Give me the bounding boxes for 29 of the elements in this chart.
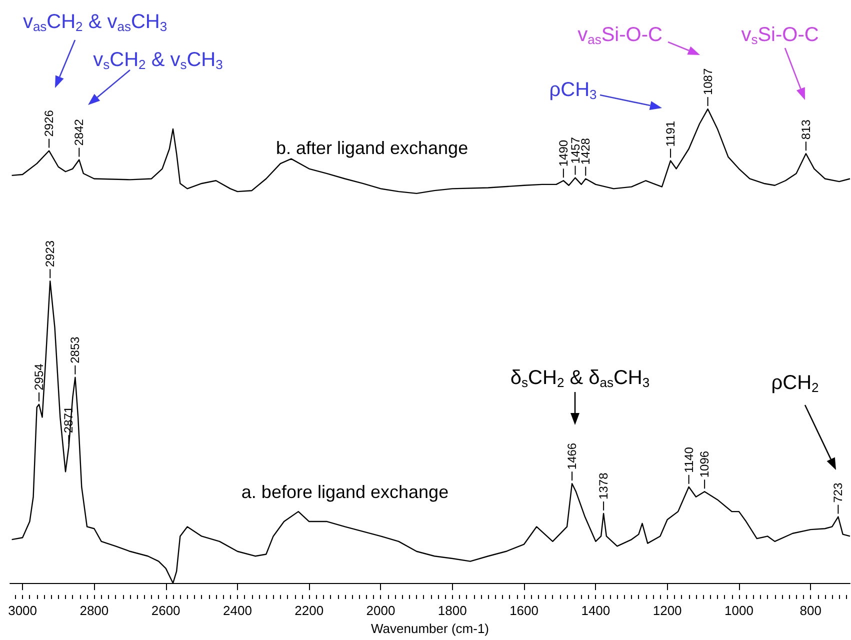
x-tick-label: 1400 bbox=[581, 603, 610, 618]
annotation: 813 bbox=[798, 119, 813, 140]
x-tick-label: 1200 bbox=[652, 603, 682, 618]
annotation: 2923 bbox=[43, 240, 58, 268]
annotation: 1140 bbox=[682, 446, 696, 473]
annotation: 1096 bbox=[698, 450, 712, 478]
annotation: 1466 bbox=[565, 442, 580, 470]
annotation: 1490 bbox=[556, 140, 570, 167]
x-tick-label: 3000 bbox=[8, 603, 37, 618]
x-tick-label: 1000 bbox=[724, 603, 754, 618]
x-tick-label: 2800 bbox=[80, 603, 109, 618]
x-tick-label: 2400 bbox=[223, 603, 252, 618]
annotation: 2954 bbox=[32, 363, 46, 390]
annotation: 1087 bbox=[700, 68, 715, 96]
x-tick-label: 1600 bbox=[510, 603, 538, 618]
series-label: a. before ligand exchange bbox=[241, 482, 449, 502]
annotation: 2842 bbox=[72, 118, 86, 146]
annotation: 723 bbox=[831, 482, 846, 503]
x-tick-label: 2600 bbox=[151, 603, 180, 618]
x-tick-label: 2000 bbox=[366, 603, 396, 618]
annotation: 1378 bbox=[596, 472, 611, 500]
annotation: 2853 bbox=[68, 336, 82, 364]
annotation: 1191 bbox=[664, 120, 678, 147]
series-label: b. after ligand exchange bbox=[276, 138, 468, 158]
x-axis-title: Wavenumber (cm-1) bbox=[371, 621, 489, 636]
x-tick-label: 2200 bbox=[294, 603, 324, 618]
x-tick-label: 800 bbox=[800, 603, 822, 618]
annotation: 2926 bbox=[42, 110, 56, 137]
x-tick-label: 1800 bbox=[438, 603, 467, 618]
